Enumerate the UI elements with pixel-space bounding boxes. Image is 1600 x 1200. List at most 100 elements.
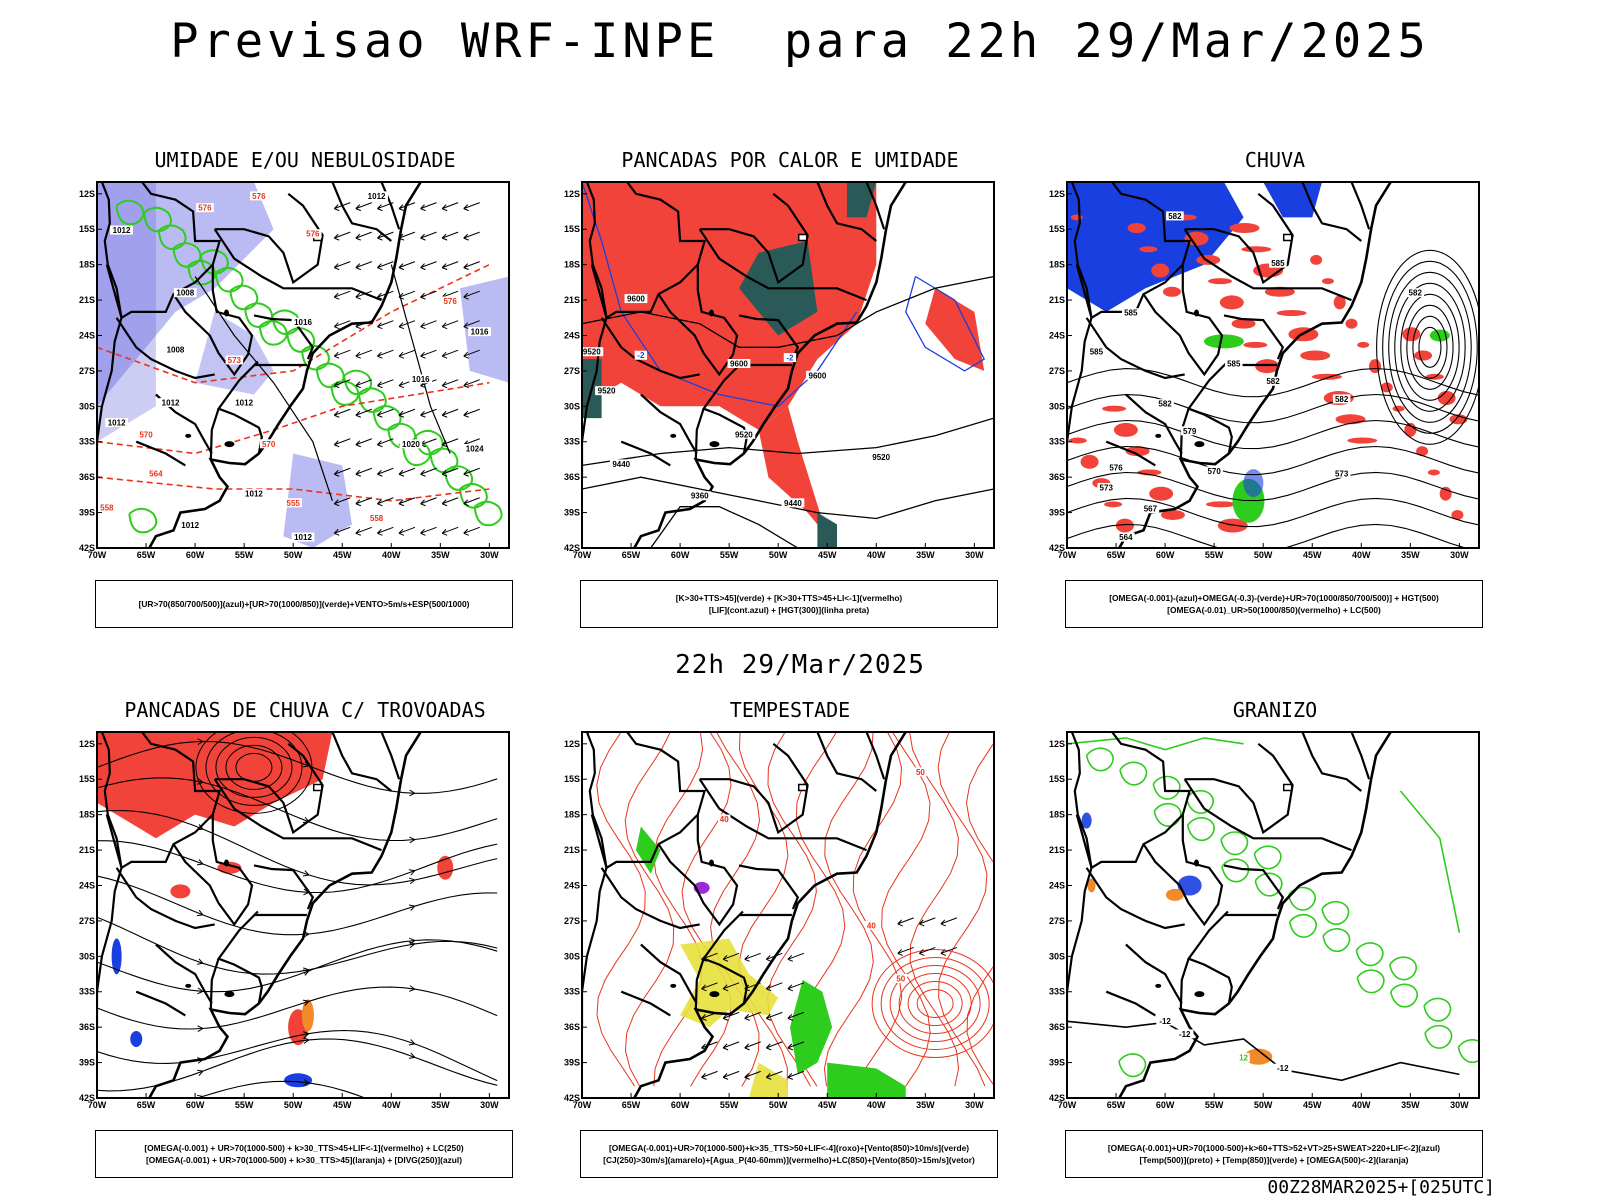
lat-label: 33S	[79, 437, 95, 447]
country-border	[1105, 990, 1156, 1017]
lat-label: 30S	[1049, 951, 1065, 961]
rain-patch	[1255, 359, 1280, 374]
temp-850-contour	[1321, 900, 1350, 925]
rain-patch	[1335, 414, 1366, 425]
contour-label: 1012	[162, 398, 180, 407]
lon-label: 65W	[622, 1100, 641, 1110]
country-border	[1223, 314, 1285, 360]
lat-label: 36S	[1049, 1022, 1065, 1032]
map-content: -12 -12 -12 12	[1067, 732, 1479, 1098]
lat-label: 24S	[564, 880, 580, 890]
wind-vector	[355, 408, 372, 418]
lat-label: 27S	[1049, 916, 1065, 926]
contour-label: 9520	[735, 430, 753, 439]
precipitable-water-contour	[710, 732, 761, 1087]
wind-vector	[355, 261, 372, 271]
wind-vector	[787, 952, 805, 962]
rain-patch	[1437, 391, 1456, 406]
contour-labels: -12 -12 -12 12	[1156, 1016, 1292, 1073]
humidity-lower-contour	[157, 224, 187, 250]
contour-label: 582	[1409, 289, 1423, 298]
pressure-1016	[390, 264, 451, 454]
contour-label: 9600	[809, 371, 827, 380]
contour-label: 555	[287, 499, 301, 508]
contour-label: 9520	[598, 387, 616, 396]
panel-pancadas-calor: PANCADAS POR CALOR E UMIDADE 9600 9520 952…	[560, 148, 1020, 628]
contour-label: 9520	[583, 348, 601, 357]
lake	[223, 309, 229, 317]
contour-label: 585	[1124, 309, 1138, 318]
streamline	[97, 986, 498, 1030]
contour-label-bg	[1175, 1029, 1194, 1039]
lake	[708, 859, 714, 867]
country-border	[115, 867, 215, 930]
panel-title: PANCADAS POR CALOR E UMIDADE	[621, 148, 959, 172]
strong-wind-area	[790, 979, 833, 1075]
rain-patch	[1113, 422, 1138, 437]
lake	[670, 433, 677, 438]
temp-850-contour	[1322, 928, 1351, 953]
contour-label: 1008	[176, 289, 194, 298]
rain-patch	[1184, 231, 1209, 246]
contour-label: 558	[100, 504, 114, 513]
lake-marker	[312, 783, 323, 792]
streamline	[97, 1029, 498, 1082]
legend-granizo: [OMEGA(-0.001)+UR>70(1000-500)+k>60+TTS>…	[1065, 1130, 1483, 1178]
wind-vector	[398, 320, 416, 330]
contour-label: 50	[916, 768, 925, 777]
lat-label: 33S	[1049, 987, 1065, 997]
map-frame	[1066, 181, 1480, 549]
country-border	[698, 778, 867, 852]
contour-label: 9600	[730, 360, 748, 369]
lat-label: 39S	[1049, 1058, 1065, 1068]
fields	[97, 732, 498, 1098]
contour-label: 1012	[368, 192, 386, 201]
lake	[709, 991, 720, 998]
wind-vector	[355, 379, 372, 389]
temp-850-contour	[1355, 942, 1384, 967]
lake	[709, 441, 720, 448]
panel-title: CHUVA	[1244, 148, 1306, 172]
lon-label: 60W	[671, 1100, 690, 1110]
contour-label-bg	[1205, 466, 1223, 476]
lat-label: 30S	[564, 401, 580, 411]
wind-vector	[398, 349, 416, 359]
lat-label: 30S	[79, 401, 95, 411]
lat-label: 15S	[79, 224, 95, 234]
streamline-ring	[205, 732, 303, 806]
temp-850-contour	[1356, 969, 1385, 994]
rain-patch	[1427, 469, 1440, 476]
instability-area	[925, 288, 985, 371]
country-border	[600, 317, 700, 380]
rain-patch	[1127, 223, 1146, 234]
contour-label: -12	[1179, 1030, 1191, 1039]
country-border	[214, 192, 324, 285]
lat-label: 36S	[564, 472, 580, 482]
precipitable-water-contour	[871, 949, 994, 1059]
map-svg: 9600 9520 9520 9600 9600 9520 9520 9440 9360 9440…	[560, 176, 1020, 576]
rain-patch	[1380, 382, 1393, 393]
ascent-area	[1067, 182, 1244, 312]
lon-label: 40W	[1352, 550, 1371, 560]
wind-vector	[441, 202, 459, 212]
wind-vector	[441, 408, 459, 418]
wind-vector	[377, 526, 394, 536]
precipitable-water-contour	[898, 973, 972, 1035]
wind-vector	[722, 952, 740, 962]
rain-patch	[1416, 446, 1429, 457]
temp-850-contour	[1424, 1024, 1453, 1049]
lake-marker	[1282, 783, 1293, 792]
temp-500-contour	[1067, 1020, 1460, 1082]
lon-label: 55W	[720, 550, 739, 560]
lon-label: 65W	[137, 550, 156, 560]
rain-patch	[1196, 254, 1221, 265]
contour-label: 573	[1100, 483, 1114, 492]
humidity-lower-contour	[414, 429, 444, 456]
wind-vector	[744, 1011, 761, 1021]
humidity-lower-contour	[444, 465, 474, 491]
contour-label: 570	[1207, 467, 1221, 476]
lon-label: 40W	[382, 1100, 401, 1110]
streamline-arrow	[302, 870, 310, 877]
